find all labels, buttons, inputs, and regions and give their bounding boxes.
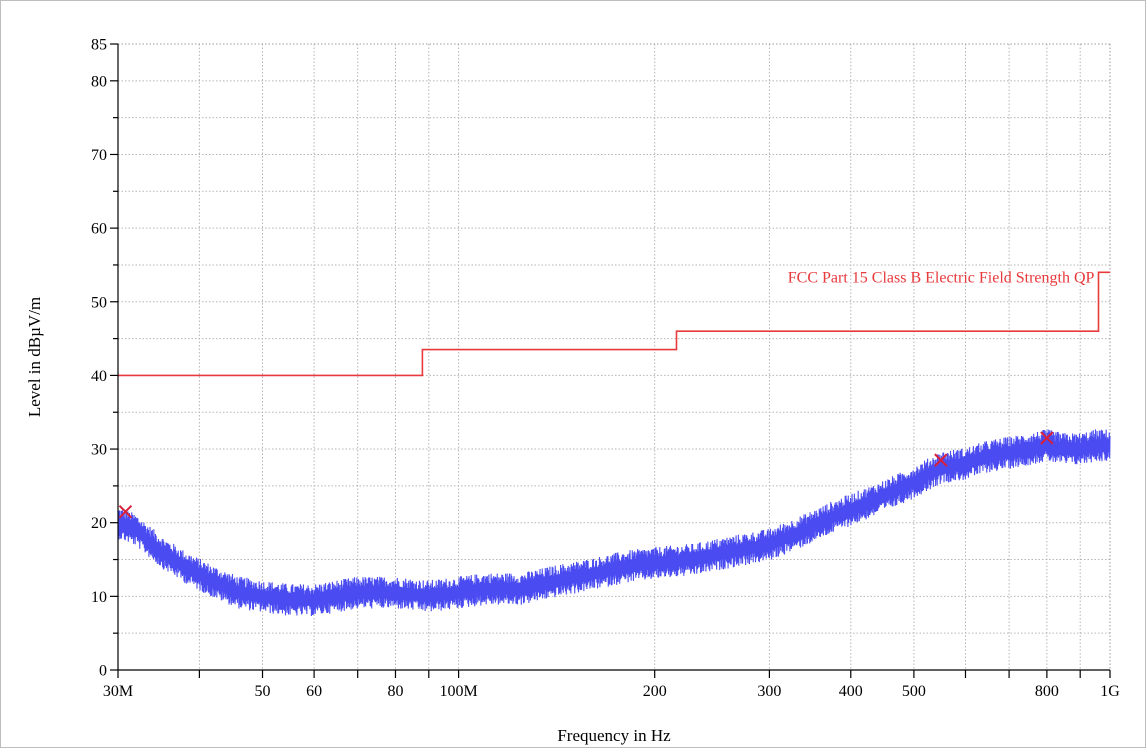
series-layer (117, 429, 1111, 616)
x-tick-label: 30M (103, 683, 133, 700)
marker-layer (118, 431, 1054, 519)
y-tick-label: 50 (91, 294, 107, 311)
x-tick-label: 60 (306, 683, 322, 700)
x-tick-label: 50 (255, 683, 271, 700)
y-tick-label: 10 (91, 589, 107, 606)
limit-line (118, 271, 1110, 377)
marker-stroke (1040, 431, 1054, 445)
y-tick-label: 60 (91, 221, 107, 238)
y-tick-label: 0 (99, 663, 107, 680)
x-tick-label: 500 (902, 683, 926, 700)
x-tick-label: 800 (1035, 683, 1059, 700)
limit-line-layer (118, 271, 1110, 377)
limit-line-label: FCC Part 15 Class B Electric Field Stren… (788, 270, 1095, 287)
y-tick-label: 40 (91, 368, 107, 385)
peak-marker (118, 504, 133, 519)
x-axis-title: Frequency in Hz (557, 726, 671, 745)
x-tick-label: 400 (839, 683, 863, 700)
x-tick-label: 1G (1100, 683, 1120, 700)
marker-stroke (118, 504, 133, 519)
tick-labels: 0 10 20 30 40 50 60 70 80 85 30M 50 60 80 100M 200 300 40… (91, 37, 1120, 701)
marker-stroke (934, 453, 948, 467)
y-tick-label: 30 (91, 442, 107, 459)
x-tick-label: 300 (757, 683, 781, 700)
x-tick-label: 80 (387, 683, 403, 700)
peak-marker (1040, 431, 1054, 445)
y-tick-label: 20 (91, 515, 107, 532)
x-tick-label: 100M (439, 683, 477, 700)
axes (110, 43, 1111, 678)
peak-marker (934, 453, 948, 467)
series-trace (117, 429, 1111, 616)
y-tick-label: 80 (91, 73, 107, 90)
y-axis-title: Level in dBµV/m (25, 297, 44, 417)
y-tick-label: 70 (91, 147, 107, 164)
x-tick-label: 200 (643, 683, 667, 700)
y-tick-label: 85 (91, 37, 107, 54)
